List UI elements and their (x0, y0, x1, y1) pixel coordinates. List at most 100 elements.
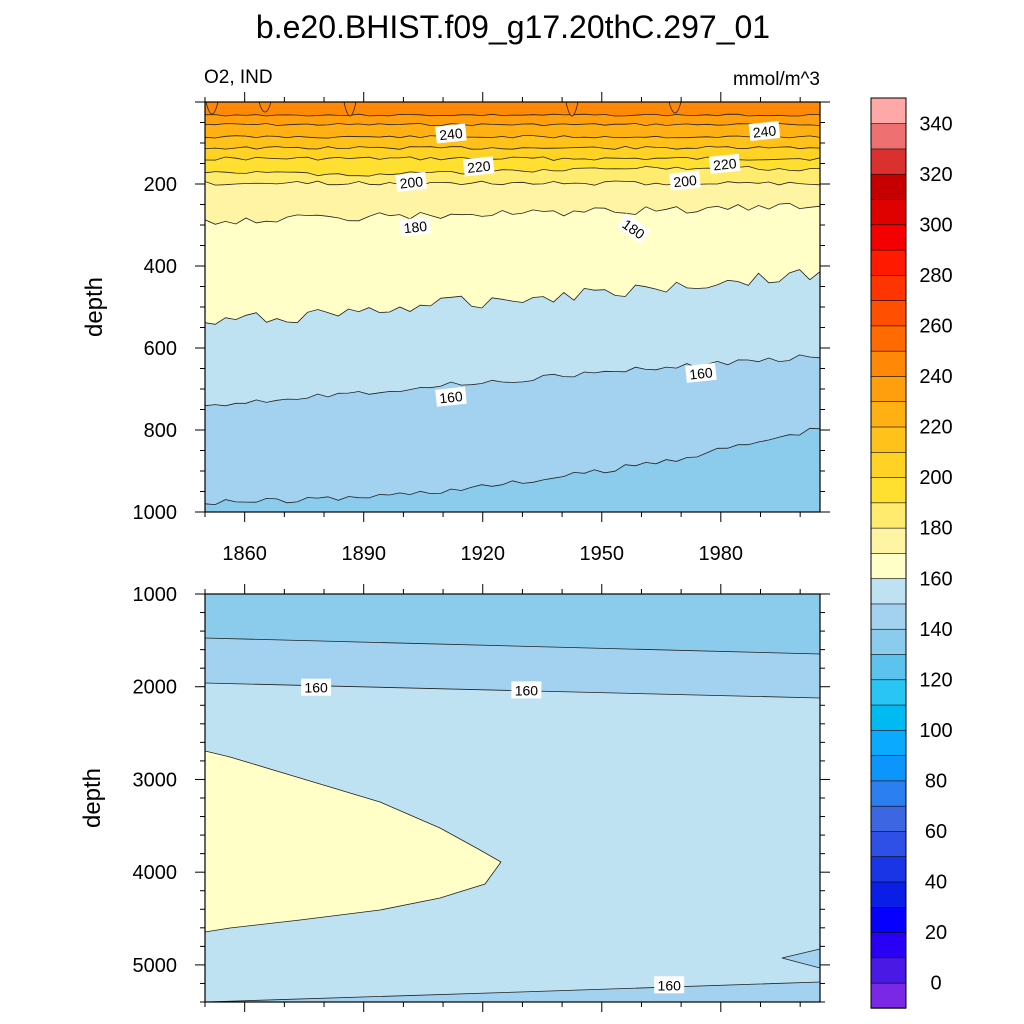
contour-line (205, 637, 820, 655)
colorbar-label: 180 (919, 518, 952, 540)
contour-label-bg (511, 681, 542, 699)
colorbar-label: 200 (919, 467, 952, 489)
colorbar-box (870, 148, 907, 175)
contour-label: 220 (708, 153, 741, 174)
colorbar-box (870, 198, 907, 226)
contour-label-text: 240 (439, 125, 464, 143)
colorbar-box (870, 451, 907, 478)
colorbar-box (870, 97, 907, 124)
colorbar-box (870, 325, 907, 352)
contour-band (205, 750, 502, 933)
contour-label: 160 (435, 386, 467, 407)
colorbar-box (870, 299, 907, 327)
colorbar-frame (870, 97, 907, 1009)
contour-line (205, 145, 820, 150)
contour-label: 240 (435, 123, 467, 144)
contour-label: 160 (511, 681, 542, 699)
x-tick-label: 1950 (580, 543, 625, 565)
contour-label: 160 (685, 362, 717, 383)
colorbar-label: 240 (919, 366, 952, 388)
units-subtitle: mmol/m^3 (733, 69, 820, 90)
colorbar-box (870, 679, 907, 706)
x-tick-label: 1980 (699, 543, 744, 565)
contour-label-text: 160 (304, 680, 328, 696)
contour-line (205, 427, 820, 506)
y-tick-label: 1000 (133, 584, 178, 606)
y-tick-label: 200 (144, 174, 177, 196)
colorbar-label: 320 (919, 164, 952, 186)
colorbar-label: 0 (930, 973, 941, 995)
y-tick-label: 1000 (133, 502, 178, 524)
y-tick-label: 4000 (133, 862, 178, 884)
x-tick-label: 1890 (341, 543, 386, 565)
colorbar-box (870, 704, 907, 731)
y-tick-label: 2000 (133, 677, 178, 699)
contour-label-text: 180 (403, 218, 428, 236)
colorbar-box (870, 729, 907, 756)
contour-label: 220 (462, 156, 495, 177)
contour-label-bg (748, 120, 781, 142)
contour-label-bg (669, 170, 701, 191)
colorbar-box (870, 552, 907, 579)
lower-contour-field: 160 160 160 (205, 594, 820, 1002)
colorbar-label: 140 (919, 619, 952, 641)
contour-label-text: 200 (399, 173, 424, 191)
contour-label: 200 (395, 171, 428, 192)
colorbar-label: 40 (925, 872, 947, 894)
contour-label: 200 (669, 170, 701, 191)
contour-label-bg (395, 171, 428, 192)
contour-label-text: 160 (658, 977, 682, 993)
y-axis-label: depth (79, 768, 106, 828)
x-tick-label: 1860 (222, 543, 267, 565)
colorbar-box (870, 906, 907, 933)
lower-depth-panel: 160 160 160 1000 2000 3000 4000 5000 depth (79, 584, 830, 1012)
contour-line (205, 135, 820, 139)
contour-band (205, 683, 820, 1002)
contour-label-text: 220 (712, 155, 737, 173)
colorbar-box (870, 628, 907, 655)
colorbar-box (870, 856, 907, 883)
contour-label-text: 160 (515, 682, 539, 698)
colorbar-box (870, 350, 907, 377)
contour-label-text: 200 (673, 172, 698, 190)
contour-label-text: 240 (752, 122, 777, 140)
contour-line (205, 202, 820, 225)
contour-line (205, 180, 820, 186)
contour-label-text: 160 (689, 364, 714, 382)
contour-line (205, 123, 820, 127)
colorbar-box (870, 375, 907, 403)
colorbar-box (870, 173, 907, 200)
colorbar-label: 260 (919, 316, 952, 338)
variable-subtitle: O2, IND (204, 67, 273, 88)
contour-line (205, 981, 820, 1002)
colorbar-label: 20 (925, 922, 947, 944)
y-tick-label: 800 (144, 420, 177, 442)
colorbar-box (870, 653, 907, 681)
contour-label-bg (462, 156, 495, 177)
colorbar-label: 280 (919, 265, 952, 287)
colorbar-box (870, 527, 907, 554)
colorbar-box (870, 122, 907, 150)
colorbar-box (870, 754, 907, 782)
colorbar-label: 300 (919, 214, 952, 236)
contour-label-bg (435, 386, 467, 407)
contour-band (205, 982, 820, 1002)
colorbar-box (870, 931, 907, 959)
contour-label: 180 (399, 216, 432, 237)
colorbar-label: 120 (919, 669, 952, 691)
contour-label-bg (435, 123, 467, 144)
contour-band (781, 948, 820, 969)
colorbar-box (870, 426, 907, 453)
colorbar-box (870, 274, 907, 301)
contour-label-text: 160 (439, 388, 464, 406)
contour-label-text: 220 (466, 158, 491, 176)
contour-label-bg (399, 216, 432, 237)
colorbar-label: 80 (925, 771, 947, 793)
colorbar-box (870, 830, 907, 858)
y-axis-label: depth (81, 277, 108, 337)
colorbar-box (870, 780, 907, 807)
colorbar-box (870, 476, 907, 504)
